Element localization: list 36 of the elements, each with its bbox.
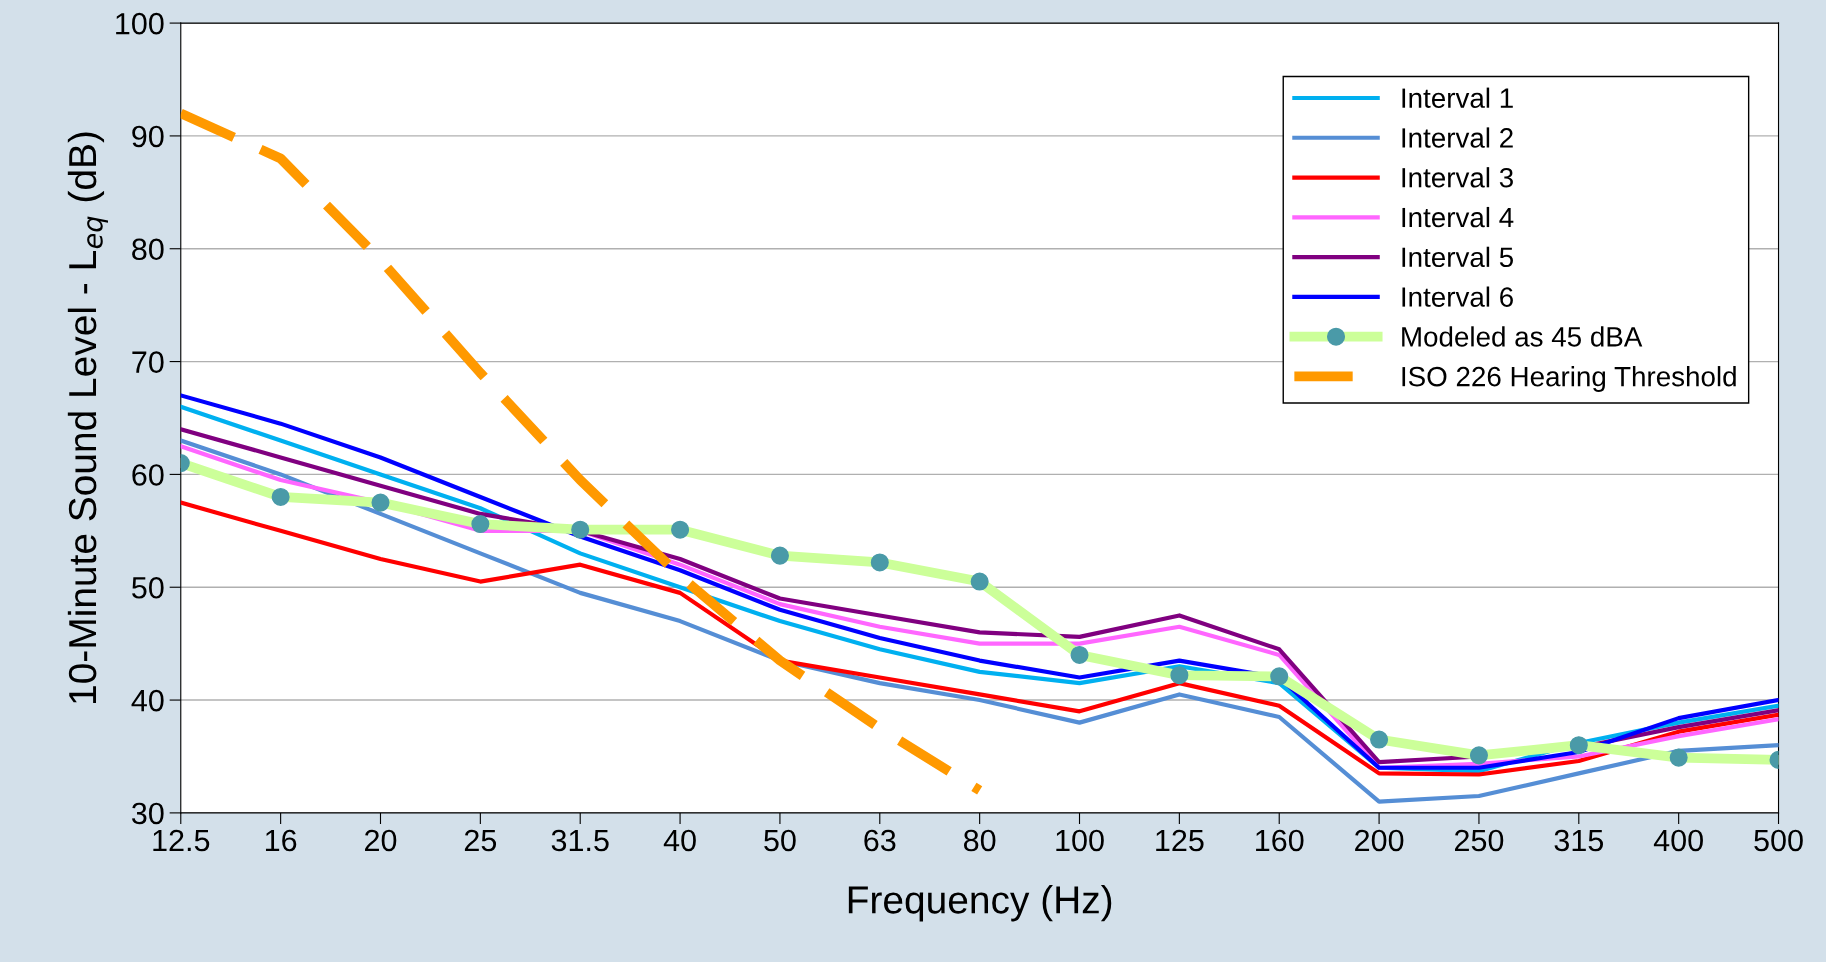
x-tick-label: 80 <box>963 829 996 852</box>
y-tick-label: 100 <box>116 12 164 35</box>
legend-label: Interval 1 <box>1402 87 1513 108</box>
legend-label: Modeled as 45 dBA <box>1402 326 1643 347</box>
legend-label: Interval 2 <box>1402 127 1513 148</box>
legend-label: Interval 5 <box>1402 246 1513 268</box>
x-tick-label: 100 <box>1056 829 1104 852</box>
y-tick-label: 40 <box>131 689 164 712</box>
y-tick-label: 70 <box>132 351 164 373</box>
x-tick-label: 400 <box>1653 829 1703 852</box>
x-tick-label: 200 <box>1355 829 1404 852</box>
y-tick-label: 30 <box>131 802 164 825</box>
x-tick-label: 500 <box>1754 829 1803 852</box>
x-tick-label: 315 <box>1554 829 1604 852</box>
y-tick-label: 80 <box>132 238 164 261</box>
x-tick-label: 16 <box>265 829 297 852</box>
y-tick-label: 90 <box>132 125 164 148</box>
legend-label: Interval 6 <box>1402 286 1513 307</box>
y-axis-title: 10-Minute Sound Level - L$_{eq}$ (dB) <box>67 132 108 703</box>
x-tick-label: 250 <box>1455 829 1504 852</box>
y-tick-label: 50 <box>132 576 164 599</box>
x-tick-label: 12.5 <box>153 829 210 852</box>
x-tick-label: 31.5 <box>551 829 609 852</box>
x-tick-label: 160 <box>1256 829 1304 852</box>
x-tick-label: 40 <box>663 829 696 852</box>
x-tick-label: 50 <box>764 829 796 852</box>
x-axis-title: Frequency (Hz) <box>848 885 1112 922</box>
x-tick-label: 25 <box>464 829 497 852</box>
x-tick-label: 20 <box>365 829 397 852</box>
legend-label: Interval 4 <box>1402 206 1514 228</box>
x-tick-label: 125 <box>1156 829 1204 852</box>
legend-label: Interval 3 <box>1402 167 1513 188</box>
line-series <box>180 500 1779 777</box>
legend-label: ISO 226 Hearing Threshold <box>1402 366 1736 392</box>
y-tick-label: 60 <box>132 464 164 486</box>
x-tick-label: 63 <box>864 829 896 852</box>
